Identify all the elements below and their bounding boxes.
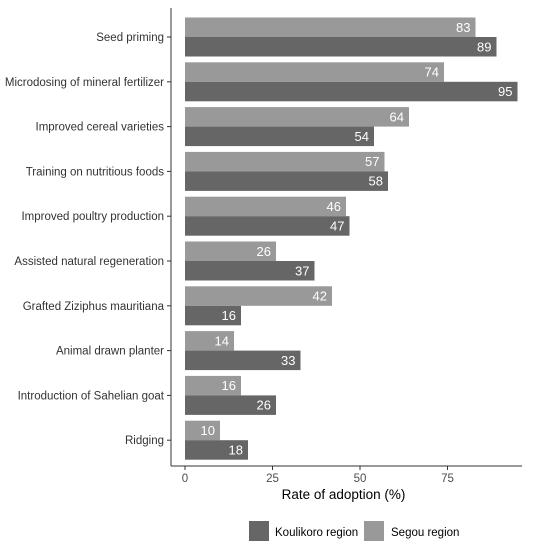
data-label: 26 xyxy=(257,398,271,413)
x-tick-label: 50 xyxy=(354,473,367,485)
data-label: 16 xyxy=(222,378,236,393)
category-axis: Seed priming Microdosing of mineral ferti… xyxy=(5,32,171,447)
category-label: Improved poultry production xyxy=(21,211,164,223)
category-label: Assisted natural regeneration xyxy=(14,256,164,268)
data-label: 74 xyxy=(425,65,439,80)
bar-koulikoro xyxy=(185,37,497,57)
bar-koulikoro xyxy=(185,216,350,236)
legend-label: Segou region xyxy=(391,527,459,539)
bar-koulikoro xyxy=(185,171,388,191)
legend-swatch xyxy=(249,521,269,541)
data-label: 37 xyxy=(295,263,309,278)
bar-koulikoro xyxy=(185,305,241,326)
bar-segou xyxy=(185,420,220,441)
category-label: Grafted Ziziphus mauritiana xyxy=(23,301,165,313)
data-label: 14 xyxy=(215,333,229,348)
legend: Koulikoro region Segou region xyxy=(249,521,459,541)
bar-segou xyxy=(185,151,385,172)
bar-koulikoro xyxy=(185,350,301,371)
x-tick-label: 75 xyxy=(441,473,454,485)
data-label: 10 xyxy=(201,423,215,438)
data-label: 57 xyxy=(365,154,379,169)
x-tick-label: 25 xyxy=(266,473,279,485)
category-label: Microdosing of mineral fertilizer xyxy=(5,77,164,89)
category-label: Introduction of Sahelian goat xyxy=(18,390,165,402)
category-label: Training on nutritious foods xyxy=(26,166,165,178)
bar-koulikoro xyxy=(185,395,276,415)
bar-segou xyxy=(185,241,276,261)
x-tick-label: 0 xyxy=(182,473,188,485)
category-label: Seed priming xyxy=(96,32,164,44)
bar-koulikoro xyxy=(185,81,518,102)
data-label: 58 xyxy=(369,174,383,189)
bar-segou xyxy=(185,375,241,396)
data-label: 95 xyxy=(498,84,512,99)
data-label: 64 xyxy=(390,109,404,124)
bar-segou xyxy=(185,17,476,37)
data-label: 89 xyxy=(477,39,491,54)
category-label: Ridging xyxy=(125,435,164,447)
x-axis-title: Rate of adoption (%) xyxy=(282,487,406,502)
data-label: 26 xyxy=(257,244,271,259)
bar-segou xyxy=(185,196,346,217)
data-label: 16 xyxy=(222,308,236,323)
data-labels-layer: 83 89 74 95 64 54 57 58 46 47 26 37 42 16 14 33 16 26 10 18 xyxy=(201,20,513,458)
data-label: 42 xyxy=(313,289,327,304)
data-label: 46 xyxy=(327,199,341,214)
category-label: Improved cereal varieties xyxy=(36,122,165,134)
data-label: 18 xyxy=(229,442,243,457)
bar-segou xyxy=(185,286,332,306)
bar-segou xyxy=(185,331,234,351)
bar-segou xyxy=(185,62,444,82)
legend-swatch xyxy=(364,521,384,541)
bar-koulikoro xyxy=(185,126,374,147)
legend-label: Koulikoro region xyxy=(275,527,358,539)
data-label: 47 xyxy=(330,218,344,233)
data-label: 83 xyxy=(456,20,470,35)
bar-koulikoro xyxy=(185,440,248,460)
data-label: 33 xyxy=(281,353,295,368)
data-label: 54 xyxy=(355,129,369,144)
value-axis: 0 25 50 75 xyxy=(182,466,454,485)
bar-koulikoro xyxy=(185,261,315,281)
bars-layer xyxy=(185,17,518,460)
bar-segou xyxy=(185,107,409,127)
category-label: Animal drawn planter xyxy=(56,346,164,358)
